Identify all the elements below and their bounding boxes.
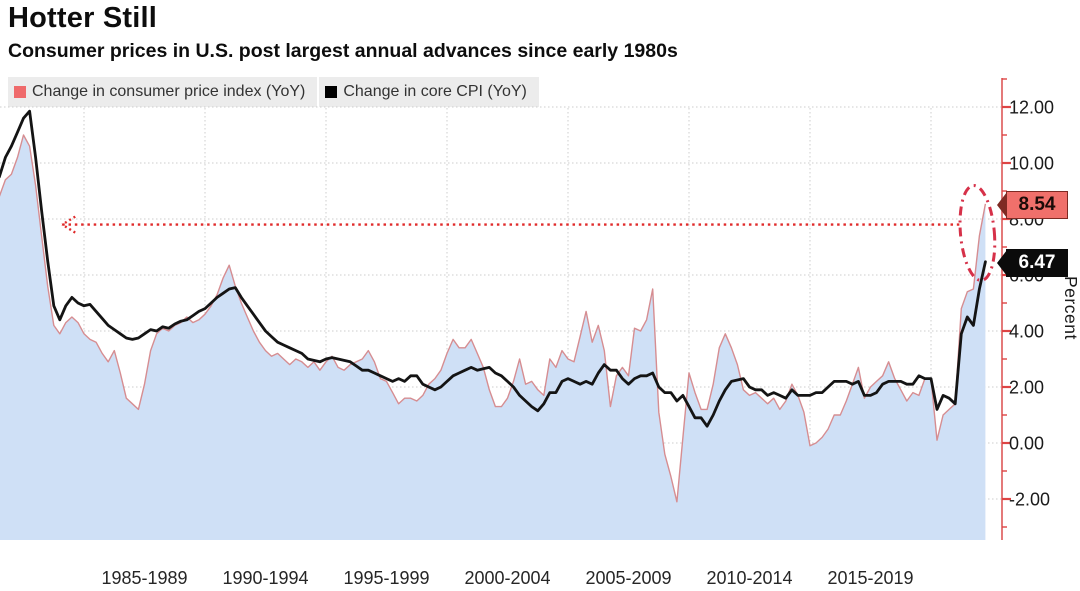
core-cpi-line bbox=[0, 109, 987, 428]
legend-item-cpi-label: Change in consumer price index (YoY) bbox=[32, 83, 306, 100]
y-axis-tick-label: 0.00 bbox=[1009, 434, 1044, 454]
legend-item-cpi: Change in consumer price index (YoY) bbox=[8, 77, 318, 107]
legend-item-core-cpi-label: Change in core CPI (YoY) bbox=[343, 83, 527, 100]
legend-item-core-cpi: Change in core CPI (YoY) bbox=[319, 77, 539, 107]
legend: Change in consumer price index (YoY) Cha… bbox=[8, 77, 539, 107]
page-subtitle: Consumer prices in U.S. post largest ann… bbox=[8, 40, 678, 62]
x-axis-bin-label: 2005-2009 bbox=[585, 568, 671, 588]
y-axis-tick-label: 10.00 bbox=[1009, 154, 1054, 174]
y-axis-title: Percent bbox=[1061, 276, 1080, 340]
x-axis-bin-label: 1995-1999 bbox=[343, 568, 429, 588]
cpi-area-fill bbox=[0, 135, 986, 540]
cpi-series-swatch-icon bbox=[14, 86, 26, 98]
y-axis-tick-label: 4.00 bbox=[1009, 322, 1044, 342]
highlight-ellipse bbox=[958, 184, 997, 282]
x-axis-bin-label: 2015-2019 bbox=[827, 568, 913, 588]
core-cpi-end-value-badge: 6.47 bbox=[1006, 248, 1068, 277]
x-axis-bin-label: 2010-2014 bbox=[706, 568, 792, 588]
x-axis-bin-label: 1990-1994 bbox=[222, 568, 308, 588]
y-axis-tick-label: 12.00 bbox=[1009, 98, 1054, 118]
y-axis-tick-label: 2.00 bbox=[1009, 378, 1044, 398]
cpi-line bbox=[0, 134, 987, 503]
cpi-end-value-badge: 8.54 bbox=[1006, 190, 1068, 219]
x-axis-bin-label: 1985-1989 bbox=[101, 568, 187, 588]
core-cpi-series-swatch-icon bbox=[325, 86, 338, 98]
y-axis-tick-label: -2.00 bbox=[1009, 490, 1050, 510]
x-axis-bin-label: 2000-2004 bbox=[464, 568, 550, 588]
page-title: Hotter Still bbox=[8, 2, 158, 34]
